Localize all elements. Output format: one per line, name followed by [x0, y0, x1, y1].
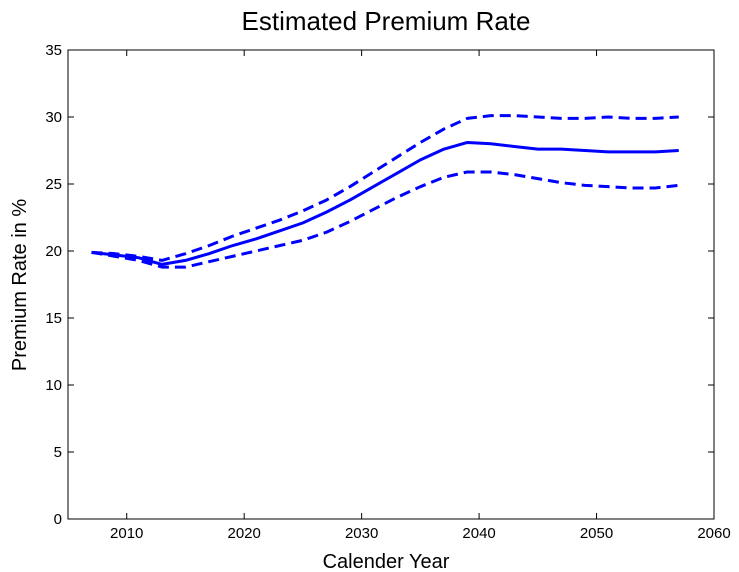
lower-bound-line	[91, 170, 679, 269]
chart-title: Estimated Premium Rate	[242, 6, 531, 36]
x-tick-label: 2010	[110, 525, 143, 542]
y-tick-label: 25	[45, 176, 62, 193]
x-tick-label: 2040	[462, 525, 495, 542]
y-tick-label: 10	[45, 377, 62, 394]
upper-bound-line	[91, 114, 679, 262]
x-tick-label: 2060	[697, 525, 730, 542]
series-layer	[91, 114, 679, 269]
x-tick-label: 2050	[580, 525, 613, 542]
y-tick-label: 30	[45, 109, 62, 126]
y-axis-label: Premium Rate in %	[9, 199, 31, 371]
x-tick-label: 2030	[345, 525, 378, 542]
y-tick-label: 5	[54, 444, 62, 461]
x-tick-label: 2020	[227, 525, 260, 542]
estimate-line	[91, 140, 679, 266]
tick-layer: 2010 2020 2030 2040 2050 2060 0 5 10 15 20 25 30 35	[45, 42, 730, 542]
y-tick-label: 0	[54, 511, 62, 528]
y-tick-label: 20	[45, 243, 62, 260]
x-axis-label: Calender Year	[323, 551, 450, 572]
plot-frame	[67, 49, 715, 520]
y-tick-label: 15	[45, 310, 62, 327]
y-tick-label: 35	[45, 42, 62, 59]
